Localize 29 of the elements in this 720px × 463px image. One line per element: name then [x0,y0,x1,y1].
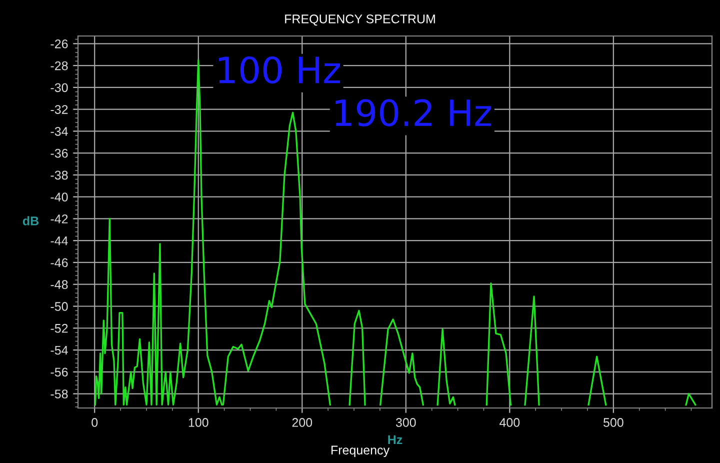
y-tick-label: -38 [50,170,68,180]
y-tick-label: -44 [50,236,68,246]
y-tick-label: -28 [50,61,68,70]
y-tick-label: -48 [50,280,68,290]
y-tick-label: -30 [50,83,68,92]
y-axis-title: dB [22,216,39,226]
y-tick-label: -32 [50,105,68,114]
y-tick-label: -42 [50,214,68,224]
y-tick-label: -52 [50,324,68,333]
x-tick-label: 500 [603,418,624,427]
text: Frequency [332,446,390,457]
y-tick-label: -34 [50,126,68,136]
y-tick-label: -56 [50,368,68,377]
x-tick-label: 300 [396,418,416,427]
y-tick-label: -46 [50,258,68,268]
y-tick-label: -58 [50,390,68,398]
y-tick-label: -40 [50,192,68,202]
chart-title: FREQUENCY SPECTRUM [285,14,435,26]
y-tick-label: -36 [50,148,68,158]
y-tick-label: -54 [50,346,68,355]
x-tick-label: 0 [92,418,98,427]
y-tick-label: -50 [50,302,68,311]
annotation: 190.2 Hz [336,99,492,126]
x-axis-title: Hz [388,435,402,444]
x-tick-label: 400 [500,418,520,427]
y-tick-label: -26 [50,39,68,48]
x-tick-label: 100 [188,418,208,427]
x-tick-label: 200 [292,418,312,427]
annotation: 100 Hz [219,56,340,84]
